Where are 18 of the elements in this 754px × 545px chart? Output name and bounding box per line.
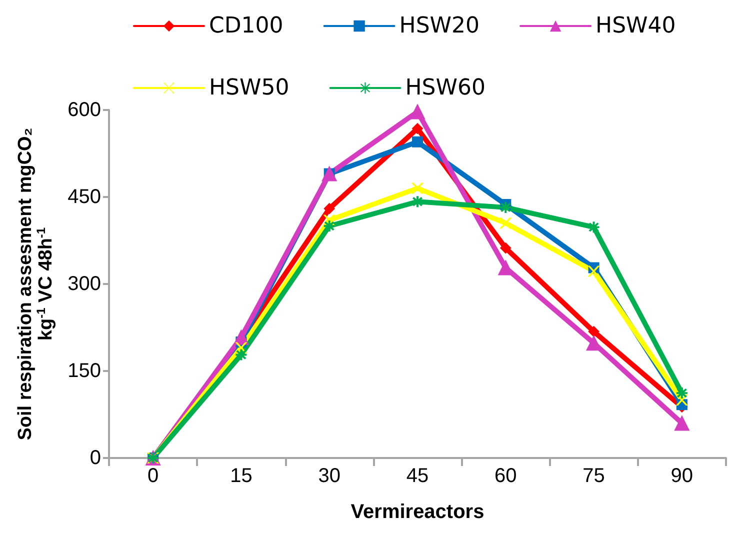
legend-label: HSW50 [209, 76, 290, 100]
y-tick-label: 450 [68, 186, 101, 208]
y-tick-label: 150 [68, 360, 101, 382]
x-tick-label: 0 [148, 465, 159, 487]
x-axis-title: Vermireactors [350, 501, 484, 523]
legend-label: HSW40 [596, 14, 676, 38]
x-tick-label: 45 [406, 465, 429, 487]
x-tick-label: 15 [230, 465, 252, 487]
x-tick-label: 75 [582, 465, 605, 487]
y-tick-label: 600 [68, 99, 101, 121]
legend-label: HSW60 [405, 76, 486, 100]
y-tick-label: 300 [68, 273, 101, 295]
legend-label: HSW20 [399, 14, 480, 38]
x-tick-label: 60 [494, 465, 517, 487]
x-tick-label: 90 [670, 465, 694, 487]
y-tick-label: 0 [90, 447, 101, 469]
legend-label: CD100 [209, 14, 284, 38]
x-tick-label: 30 [318, 465, 340, 487]
